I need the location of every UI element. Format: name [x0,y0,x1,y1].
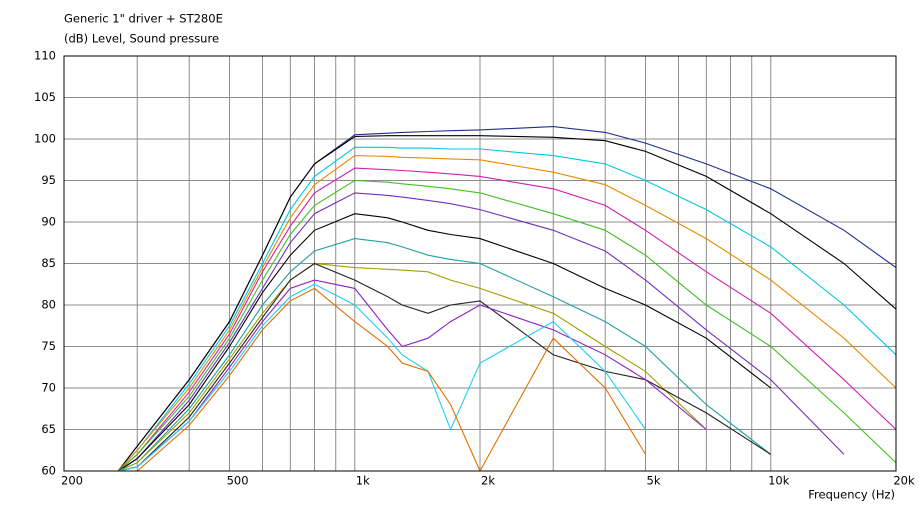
x-tick-label: 200 [61,474,83,488]
y-tick-label: 65 [41,422,56,436]
chart-title: Generic 1" driver + ST280E [64,12,223,26]
x-tick-label: 500 [227,474,249,488]
y-tick-label: 70 [41,381,56,395]
y-tick-label: 75 [41,339,56,353]
y-tick-label: 90 [41,215,56,229]
x-tick-label: 2k [481,474,495,488]
plot-lines [117,126,896,471]
series-line [117,135,896,471]
series-line [117,213,772,471]
series-line [118,262,772,471]
plot-frame [63,55,897,472]
y-tick-label: 80 [41,298,56,312]
series-line [117,146,896,471]
x-tick-label: 5k [647,474,661,488]
y-tick-label: 105 [34,90,56,104]
series-line [117,167,896,471]
series-line [117,179,896,471]
y-tick-label: 110 [34,49,56,63]
series-line [117,155,896,471]
series-line [117,192,845,471]
x-tick-label: 20k [893,474,915,488]
x-tick-label: 1k [356,474,370,488]
series-line [118,283,646,471]
y-tick-label: 60 [41,464,56,478]
series-line [117,238,772,471]
series-line [117,262,707,471]
y-tick-label: 85 [41,256,56,270]
y-axis-label: (dB) Level, Sound pressure [64,32,219,46]
x-tick-label: 10k [768,474,790,488]
y-tick-label: 95 [41,173,56,187]
series-line [118,287,646,471]
x-axis-label: Frequency (Hz) [808,488,895,502]
y-tick-label: 100 [34,132,56,146]
